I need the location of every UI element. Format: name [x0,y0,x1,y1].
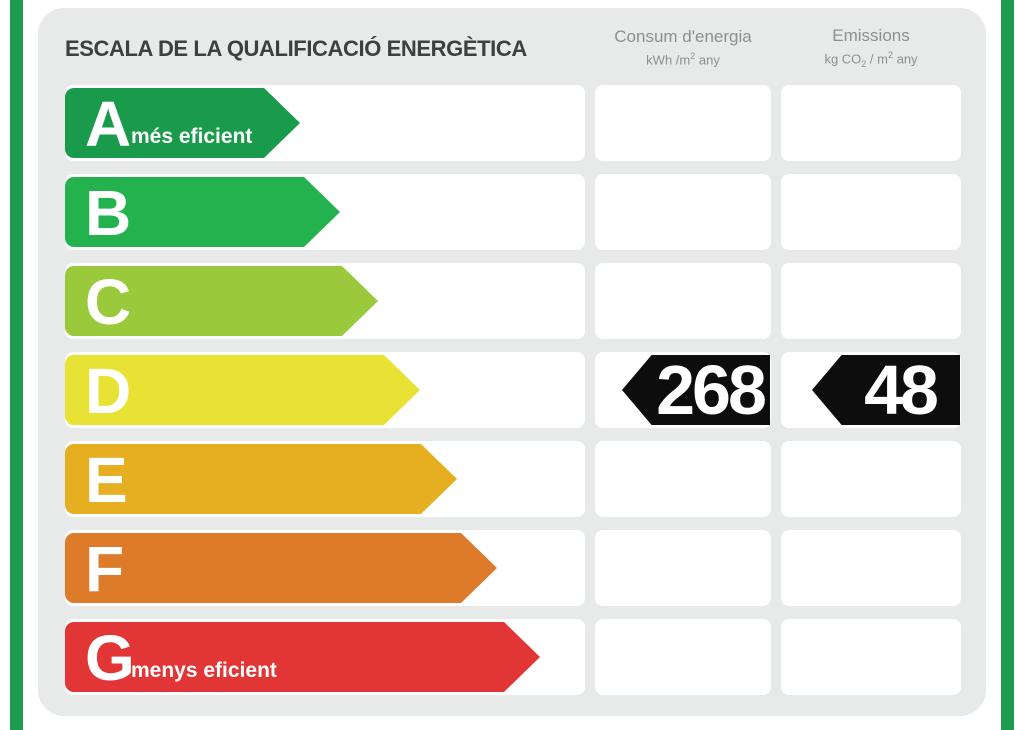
emissions-cell: 48 [781,352,961,428]
rating-bar-track: F [65,530,585,606]
rating-bar-assembly: G menys eficient [65,622,540,694]
rating-letter: E [85,444,128,516]
emissions-unit-tail: any [892,51,918,67]
rating-bar-body: A més eficient [65,88,264,160]
rating-bar-arrow-tip-icon [342,266,378,336]
rating-bar-label: més eficient [131,125,253,148]
scale-rows: A més eficient B [65,85,961,695]
consumption-cell [595,530,771,606]
consumption-cell: 268 [595,352,771,428]
consumption-cell [595,174,771,250]
emissions-column-unit: kg CO2 / m2 any [781,50,961,69]
consumption-unit-main: kWh /m [646,52,691,68]
rating-letter: D [85,355,131,427]
rating-bar-assembly: F [65,533,497,605]
emissions-cell [781,619,961,695]
rating-bar-arrow-tip-icon [421,444,457,514]
emissions-column-name: Emissions [832,26,910,46]
rating-bar-assembly: A més eficient [65,88,300,160]
consumption-unit-tail: any [695,52,720,68]
emissions-cell [781,85,961,161]
rating-bar-arrow-tip-icon [264,88,300,158]
rating-bar-body: E [65,444,421,516]
rating-bar-track: E [65,441,585,517]
rating-letter: G [85,622,135,694]
rating-bar-body: D [65,355,384,427]
emissions-cell [781,441,961,517]
emissions-unit-sup: 2 [887,50,893,61]
rating-bar-track: G menys eficient [65,619,585,695]
emissions-column-header: Emissions kg CO2 / m2 any [781,24,961,69]
rating-bar-assembly: E [65,444,457,516]
left-border-stripe [10,0,23,730]
rating-bar-body: C [65,266,342,338]
rating-bar-body: B [65,177,304,249]
rating-bar-track: C [65,263,585,339]
consumption-cell [595,619,771,695]
consumption-unit-sup: 2 [690,51,696,62]
rating-letter: F [85,533,124,605]
rating-letter: A [85,88,131,160]
emissions-cell [781,530,961,606]
rating-bar-body: F [65,533,461,605]
rating-bar-track: B [65,174,585,250]
emissions-value-badge: 48 [812,355,960,425]
consumption-column-name: Consum d'energia [614,27,752,47]
emissions-unit-pre: kg CO [824,51,862,67]
rating-bar-arrow-tip-icon [384,355,420,425]
rating-bar-arrow-tip-icon [504,622,540,692]
consumption-value-badge: 268 [622,355,770,425]
consumption-cell [595,263,771,339]
rating-bar-arrow-tip-icon [304,177,340,247]
rating-row: E [65,441,961,517]
rating-row: B [65,174,961,250]
consumption-cell [595,441,771,517]
rating-bar-assembly: B [65,177,340,249]
consumption-value: 268 [656,351,767,429]
rating-letter: C [85,266,131,338]
rating-bar-arrow-tip-icon [461,533,497,603]
rating-bar-label: menys eficient [131,659,277,682]
consumption-column-unit: kWh /m2 any [595,51,771,67]
consumption-cell [595,85,771,161]
rating-bar-body: G menys eficient [65,622,504,694]
emissions-unit-sub: 2 [861,58,867,69]
header-row: ESCALA DE LA QUALIFICACIÓ ENERGÈTICA Con… [65,8,961,85]
emissions-value: 48 [864,351,939,429]
rating-bar-assembly: C [65,266,378,338]
rating-row: F [65,530,961,606]
rating-bar-assembly: D [65,355,420,427]
scale-title: ESCALA DE LA QUALIFICACIÓ ENERGÈTICA [65,35,527,61]
rating-row: G menys eficient [65,619,961,695]
emissions-cell [781,174,961,250]
rating-bar-track: A més eficient [65,85,585,161]
rating-row: D 268 48 [65,352,961,428]
rating-letter: B [85,177,131,249]
rating-row: A més eficient [65,85,961,161]
right-border-stripe [1001,0,1014,730]
energy-certificate-card: ESCALA DE LA QUALIFICACIÓ ENERGÈTICA Con… [38,8,986,716]
rating-bar-track: D [65,352,585,428]
emissions-unit-mid: / m [866,51,888,67]
rating-row: C [65,263,961,339]
emissions-cell [781,263,961,339]
consumption-column-header: Consum d'energia kWh /m2 any [595,25,771,67]
